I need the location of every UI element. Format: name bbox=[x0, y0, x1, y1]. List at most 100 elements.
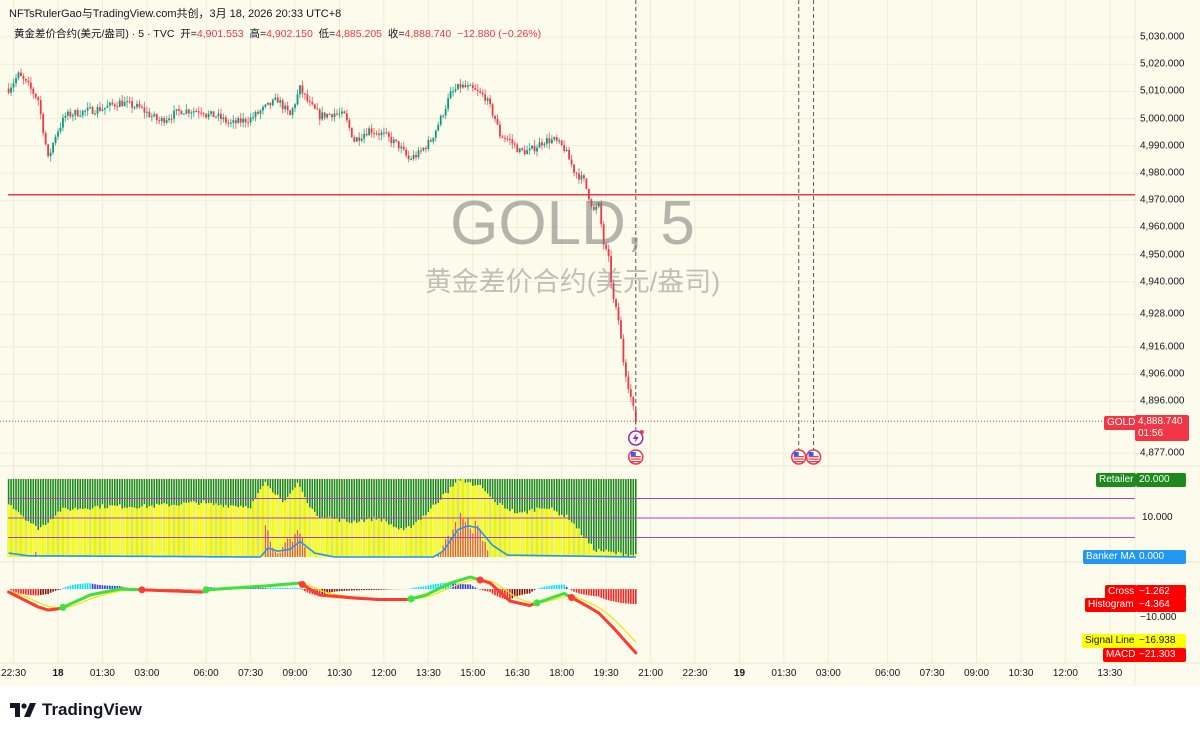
candle bbox=[538, 137, 541, 148]
candle-body bbox=[158, 120, 161, 122]
candle bbox=[141, 104, 143, 109]
flag-canton bbox=[808, 452, 814, 456]
candle bbox=[101, 103, 104, 112]
time-axis-label: 10:30 bbox=[1008, 668, 1034, 679]
candle-body bbox=[247, 122, 250, 124]
candle bbox=[484, 89, 487, 105]
candle-body bbox=[234, 120, 237, 124]
candle-body bbox=[415, 155, 417, 158]
candle bbox=[533, 139, 536, 155]
candle bbox=[232, 115, 235, 129]
candle-body bbox=[323, 112, 326, 118]
candle-body bbox=[526, 150, 529, 155]
candle-body bbox=[331, 114, 333, 118]
candle-body bbox=[64, 115, 67, 118]
candle bbox=[563, 140, 566, 154]
symbol-description[interactable]: 黄金差价合约(美元/盎司) · 5 · TVC bbox=[14, 28, 175, 40]
candle bbox=[531, 145, 533, 150]
candle bbox=[71, 112, 74, 122]
candle bbox=[301, 80, 304, 98]
candle bbox=[180, 110, 183, 115]
candle-body bbox=[343, 111, 346, 114]
time-axis-label: 12:00 bbox=[371, 668, 397, 679]
candle bbox=[486, 96, 489, 106]
candle bbox=[86, 102, 89, 116]
candle bbox=[620, 316, 622, 339]
candle bbox=[229, 118, 232, 128]
candle bbox=[590, 198, 593, 209]
candle-body bbox=[81, 110, 84, 116]
price-axis-label: 4,940.000 bbox=[1140, 276, 1185, 288]
candle-body bbox=[600, 202, 603, 225]
candle-body bbox=[518, 148, 521, 153]
price-axis-label: 4,916.000 bbox=[1140, 341, 1185, 353]
candle-body bbox=[7, 88, 10, 93]
candle-body bbox=[479, 91, 482, 93]
indicator1-axis-label: 10.000 bbox=[1142, 512, 1173, 523]
candle-body bbox=[459, 83, 462, 88]
candle bbox=[462, 81, 464, 89]
candle-body bbox=[442, 115, 445, 117]
candle-body bbox=[350, 127, 353, 138]
candle bbox=[106, 100, 109, 108]
candle-body bbox=[296, 94, 299, 105]
candle bbox=[321, 106, 324, 121]
candle-body bbox=[108, 102, 111, 106]
candle-body bbox=[365, 133, 368, 136]
candle bbox=[54, 134, 57, 146]
candle-body bbox=[242, 118, 245, 123]
candle bbox=[10, 83, 12, 96]
price-axis-label: 4,877.000 bbox=[1140, 447, 1185, 459]
price-axis-label: 4,960.000 bbox=[1140, 221, 1185, 233]
candle-body bbox=[474, 88, 477, 90]
candle-body bbox=[568, 149, 571, 160]
candle-body bbox=[264, 104, 267, 107]
candle bbox=[269, 102, 272, 110]
candle-body bbox=[607, 249, 610, 257]
candle bbox=[479, 87, 482, 94]
time-axis-label: 09:00 bbox=[964, 668, 990, 679]
candle-body bbox=[573, 164, 575, 173]
flag-stripe bbox=[630, 458, 641, 460]
lightning-icon bbox=[628, 430, 644, 446]
candle bbox=[622, 334, 625, 366]
candle-body bbox=[217, 113, 220, 117]
candle-body bbox=[462, 84, 464, 88]
candle bbox=[350, 127, 353, 138]
candle bbox=[447, 93, 450, 112]
candle bbox=[29, 77, 32, 95]
candle bbox=[459, 78, 462, 93]
candle-body bbox=[496, 119, 499, 125]
price-axis-label: 4,980.000 bbox=[1140, 167, 1185, 179]
candle-body bbox=[153, 114, 156, 117]
candle-body bbox=[429, 140, 432, 142]
candle-body bbox=[427, 140, 430, 149]
flag-stripe bbox=[808, 458, 819, 460]
chart-area[interactable]: GOLD, 5 黄金差价合约(美元/盎司) NFTsRulerGao与Tradi… bbox=[0, 0, 1200, 686]
tradingview-logo[interactable]: TradingView bbox=[10, 700, 142, 720]
candle-body bbox=[259, 110, 262, 114]
chart-canvas[interactable] bbox=[0, 0, 1200, 686]
time-axis-label: 07:30 bbox=[919, 668, 945, 679]
candle bbox=[575, 171, 578, 179]
candle bbox=[308, 96, 311, 107]
candle-body bbox=[118, 100, 121, 107]
candle-body bbox=[304, 93, 306, 95]
candle-body bbox=[410, 158, 412, 160]
candle-body bbox=[632, 396, 635, 406]
candle bbox=[491, 102, 494, 119]
time-axis-label: 15:00 bbox=[460, 668, 486, 679]
candle bbox=[12, 78, 15, 93]
banker-ma-line bbox=[8, 524, 636, 558]
candle bbox=[20, 68, 22, 77]
candle-body bbox=[501, 136, 504, 138]
candle-body bbox=[555, 137, 558, 141]
candle bbox=[259, 109, 262, 120]
candle bbox=[195, 108, 198, 113]
candle-body bbox=[86, 107, 89, 111]
banker-ma-value: 0.000 bbox=[1136, 550, 1186, 564]
candle bbox=[27, 76, 30, 87]
candle bbox=[427, 136, 430, 152]
candle bbox=[296, 89, 299, 106]
candle-body bbox=[202, 113, 205, 115]
